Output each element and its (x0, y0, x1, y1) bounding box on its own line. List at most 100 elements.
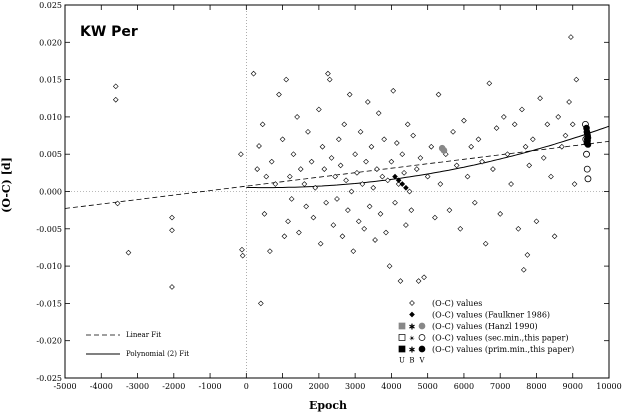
data-point (404, 121, 411, 128)
data-point (169, 227, 175, 234)
x-tick-label: 6000 (454, 382, 474, 391)
x-tick-label: 5000 (417, 382, 437, 391)
data-point (468, 143, 475, 150)
legend-marker-v (418, 322, 426, 330)
legend-marker (409, 311, 415, 318)
data-point (348, 188, 355, 195)
filter-label: U (399, 357, 405, 365)
legend-label: (O-C) values (prim.min.,this paper) (432, 345, 574, 354)
data-point (410, 132, 416, 139)
legend-marker-v (418, 334, 426, 341)
data-point (256, 143, 262, 149)
data-point (169, 214, 175, 221)
data-point (268, 158, 275, 165)
data-point (403, 222, 409, 228)
data-point (346, 91, 353, 98)
data-point (508, 181, 514, 187)
data-point (471, 199, 478, 206)
data-point (259, 121, 266, 128)
legend-label: (O-C) values (432, 299, 482, 308)
data-point (437, 181, 444, 187)
data-point (361, 225, 368, 232)
data-point (297, 166, 304, 172)
data-point (310, 214, 317, 221)
data-point (285, 218, 291, 225)
data-point (377, 211, 384, 217)
x-tick-label: 8000 (526, 382, 546, 391)
data-point (383, 229, 389, 236)
data-point (413, 166, 420, 172)
data-point (319, 143, 326, 150)
data-point (283, 76, 290, 83)
data-point (406, 188, 413, 195)
data-point (533, 218, 540, 225)
data-point (450, 128, 456, 135)
data-point (114, 200, 121, 207)
data-point (544, 121, 551, 128)
data-point (397, 278, 404, 284)
data-point (392, 173, 398, 180)
data-point (440, 147, 448, 154)
data-point (341, 121, 348, 128)
data-point (555, 114, 562, 120)
data-point (417, 155, 424, 161)
data-point (446, 207, 453, 213)
data-point (559, 143, 565, 150)
data-point (372, 237, 378, 243)
linear-fit-curve (64, 141, 610, 209)
data-point (520, 267, 527, 273)
x-tick-label: 1000 (272, 382, 292, 391)
data-point (395, 177, 402, 184)
data-point (403, 184, 409, 191)
data-point (294, 114, 300, 120)
data-point (279, 136, 286, 143)
x-tick-label: 3000 (345, 382, 365, 391)
data-point (399, 181, 406, 187)
data-point (334, 196, 340, 202)
y-tick-label: 0.020 (39, 38, 62, 47)
data-point (497, 211, 504, 217)
data-point (239, 246, 245, 253)
data-point (537, 95, 543, 102)
legend-marker-u (398, 322, 406, 330)
data-point (261, 211, 268, 217)
data-point (323, 199, 329, 206)
data-point (258, 300, 264, 307)
data-point (562, 132, 569, 139)
data-point (330, 222, 337, 228)
data-point (250, 70, 257, 77)
x-tick-label: 7000 (490, 382, 510, 391)
data-point (263, 173, 270, 180)
data-point (540, 155, 547, 161)
data-point (335, 136, 342, 143)
data-point (374, 166, 380, 172)
y-tick-label: 0.010 (39, 113, 62, 122)
data-point (394, 140, 400, 146)
data-point (424, 173, 431, 180)
data-point (519, 106, 525, 113)
x-tick-label: -5000 (53, 382, 76, 391)
data-point (254, 166, 261, 172)
y-tick-label: 0.025 (39, 1, 62, 10)
data-point (482, 240, 489, 247)
data-point (408, 207, 415, 213)
legend-label: (O-C) values (Faulkner 1986) (432, 311, 550, 320)
data-point (366, 203, 373, 210)
series-0 (112, 34, 580, 307)
data-point (524, 252, 531, 258)
data-point (584, 141, 592, 148)
x-tick-label: -4000 (90, 382, 113, 391)
data-point (301, 181, 308, 187)
x-axis-title: Epoch (309, 399, 347, 412)
x-tick-label: 9000 (563, 382, 583, 391)
data-point (337, 162, 344, 169)
y-tick-label: -0.010 (36, 262, 62, 271)
data-point (325, 70, 331, 77)
y-axis-ticks: -0.025 -0.020 -0.015 -0.010 -0.005 0.000 0.005… (36, 1, 609, 383)
data-point (583, 165, 591, 173)
legend-label: (O-C) values (Hanzl 1990) (432, 322, 538, 331)
data-point (566, 99, 572, 105)
data-point (388, 158, 395, 165)
y-tick-label: 0.015 (39, 76, 62, 85)
